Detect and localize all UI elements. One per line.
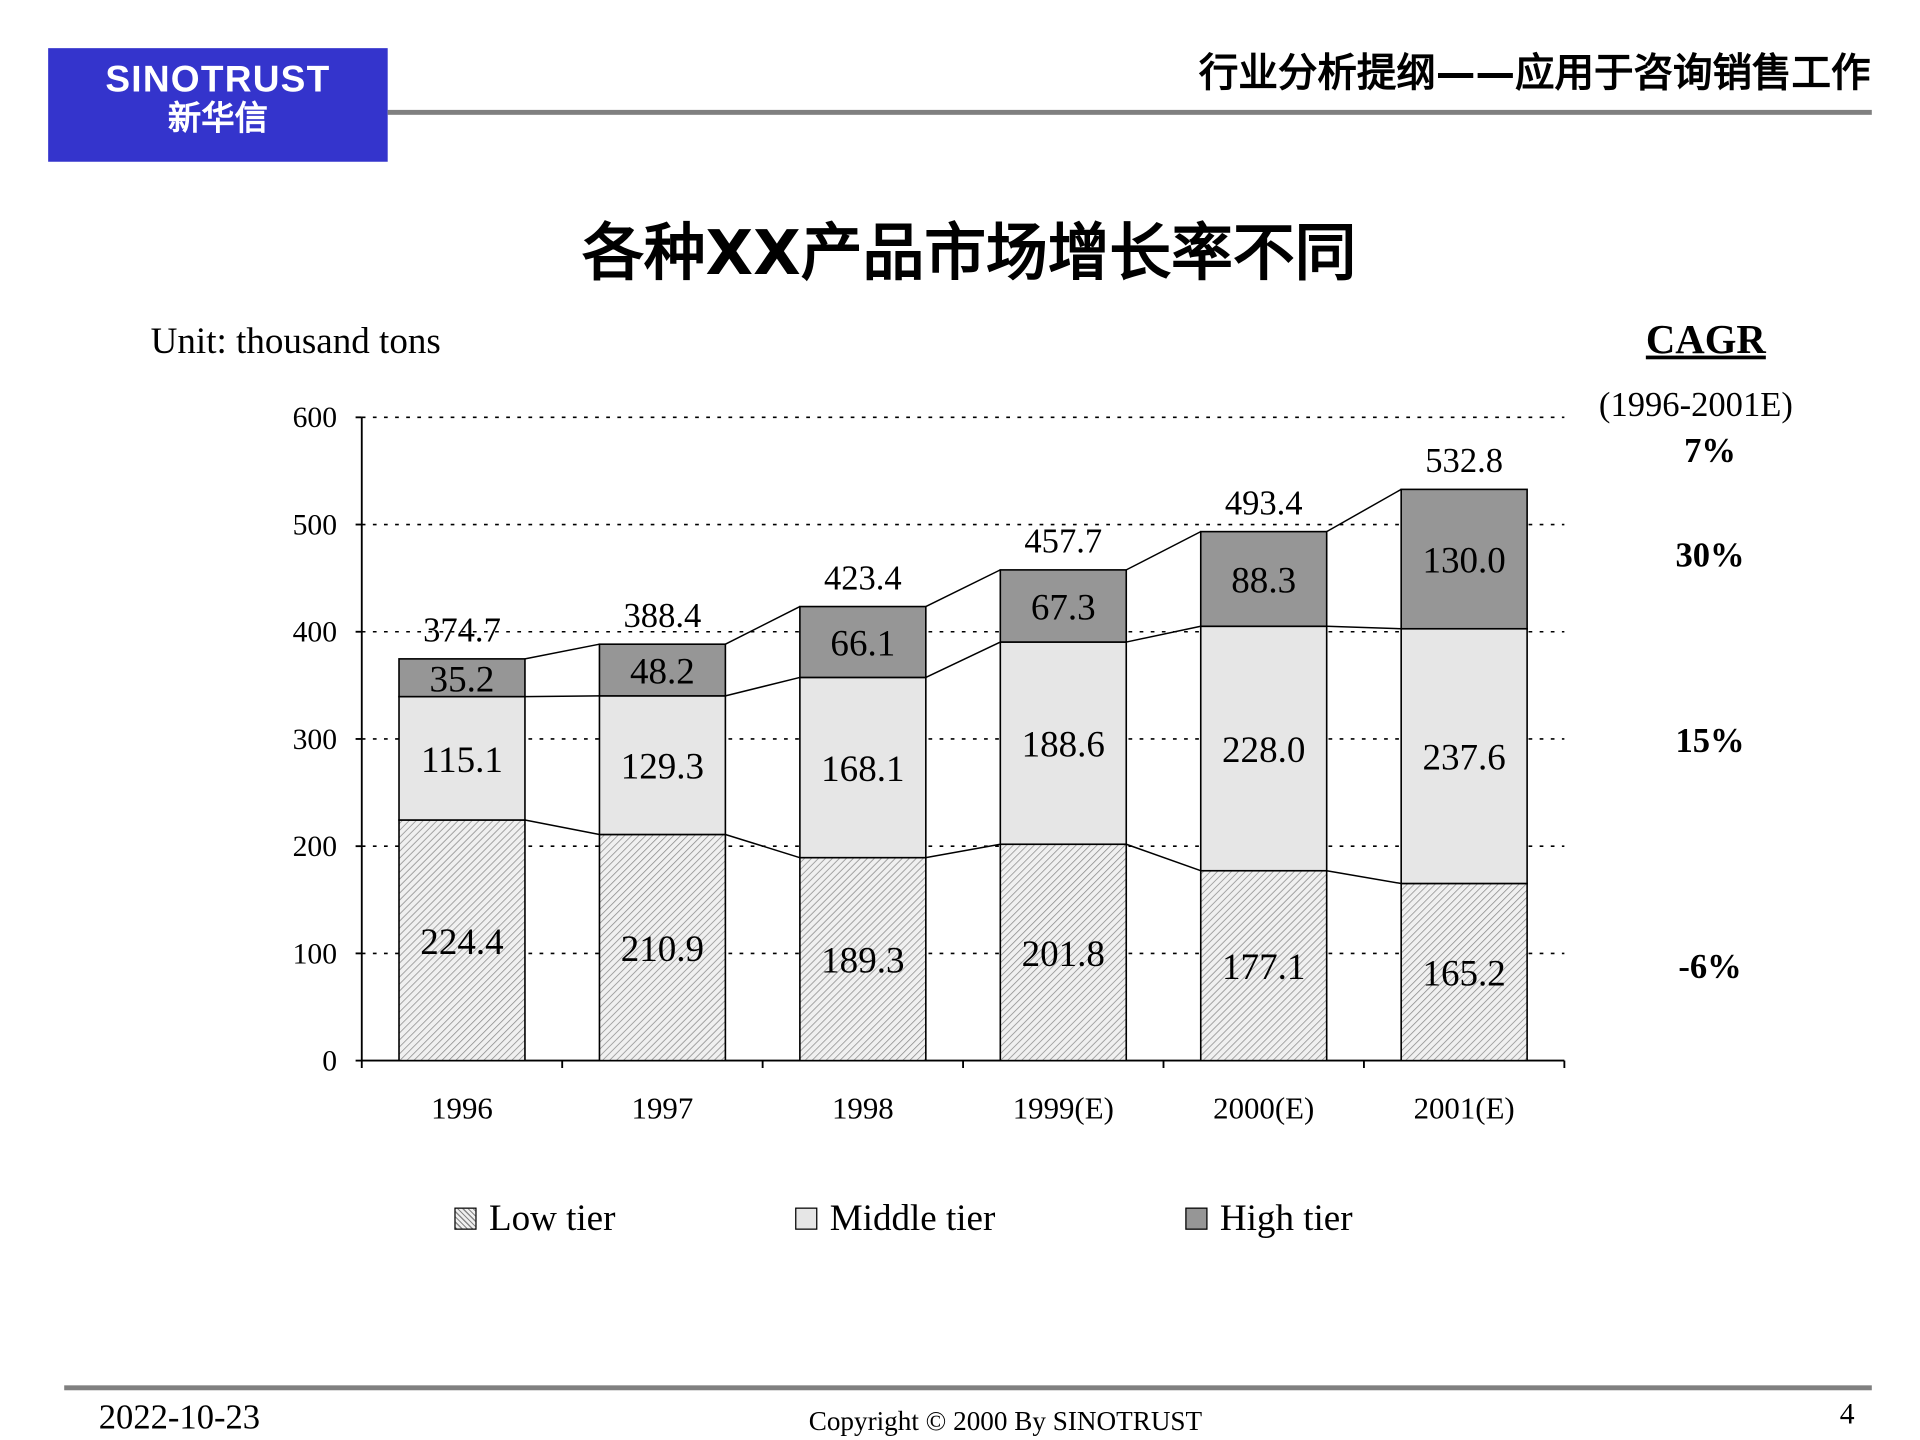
bar-low-tier <box>1199 869 1328 1062</box>
legend-high-tier: High tier <box>1185 1197 1353 1240</box>
series-connector <box>725 605 801 645</box>
x-tick-label: 1998 <box>832 1092 894 1126</box>
bar-high-tier <box>598 643 727 697</box>
footer-divider <box>64 1385 1872 1391</box>
data-label: 35.2 <box>430 659 495 700</box>
logo-text-cn: 新华信 <box>167 100 268 138</box>
total-label: 423.4 <box>824 559 902 597</box>
footer-copyright: Copyright © 2000 By SINOTRUST <box>808 1405 1203 1436</box>
data-label: 177.1 <box>1222 947 1305 988</box>
bar-low-tier <box>999 843 1128 1062</box>
cagr-low-tier: -6% <box>1678 948 1742 987</box>
x-tick-label: 2000(E) <box>1213 1092 1314 1126</box>
logo-text-en: SINOTRUST <box>105 59 331 101</box>
data-label: 88.3 <box>1231 561 1296 602</box>
y-tick-label: 100 <box>293 938 337 970</box>
series-connector <box>1326 488 1402 533</box>
series-connector <box>725 676 801 697</box>
legend-low-tier: Low tier <box>454 1198 615 1240</box>
legend-label: Middle tier <box>829 1197 996 1239</box>
x-tick-label: 2001(E) <box>1414 1092 1515 1126</box>
total-label: 388.4 <box>624 597 702 635</box>
cagr-high-tier: 30% <box>1675 537 1745 576</box>
legend-label: High tier <box>1219 1197 1353 1239</box>
legend-swatch-low <box>454 1207 477 1230</box>
data-label: 67.3 <box>1031 588 1096 629</box>
series-connector <box>925 641 1001 679</box>
data-label: 189.3 <box>821 941 904 982</box>
y-tick-label: 500 <box>293 509 337 541</box>
footer-date: 2022-10-23 <box>98 1398 261 1438</box>
bar-low-tier <box>398 819 526 1062</box>
series-connector <box>1326 870 1402 885</box>
bar-high-tier <box>398 658 526 698</box>
y-tick-label: 300 <box>293 724 337 756</box>
series-connector <box>524 695 600 698</box>
y-tick-label: 600 <box>293 402 337 434</box>
bar-low-tier <box>598 833 727 1062</box>
slide-title: 各种XX产品市场增长率不同 <box>582 217 1357 289</box>
data-label: 66.1 <box>830 624 895 665</box>
series-connector <box>524 643 600 660</box>
header-title: 行业分析提纲——应用于咨询销售工作 <box>1198 49 1871 97</box>
y-tick-label: 0 <box>322 1045 337 1077</box>
series-connector <box>1126 843 1201 872</box>
cagr-total: 7% <box>1684 432 1736 471</box>
legend-swatch-high <box>1185 1207 1208 1230</box>
bar-high-tier <box>1199 530 1328 628</box>
cagr-title: CAGR <box>1645 318 1766 364</box>
cagr-middle-tier: 15% <box>1675 722 1745 761</box>
x-tick-label: 1996 <box>431 1092 493 1126</box>
bar-high-tier <box>1400 488 1528 630</box>
bar-high-tier <box>799 605 927 679</box>
series-connector <box>1125 530 1202 571</box>
sinotrust-logo: SINOTRUST 新华信 <box>48 48 388 162</box>
legend-swatch-middle <box>795 1207 818 1230</box>
data-label: 228.0 <box>1222 730 1305 771</box>
legend-middle-tier: Middle tier <box>795 1198 995 1240</box>
y-tick-label: 200 <box>293 831 337 863</box>
bar-middle-tier <box>799 676 927 859</box>
series-connector <box>1126 625 1201 643</box>
bar-middle-tier <box>398 695 526 821</box>
series-connector <box>725 833 801 859</box>
data-label: 130.0 <box>1422 541 1505 582</box>
bar-low-tier <box>799 856 927 1062</box>
total-label: 532.8 <box>1425 442 1503 480</box>
header-divider <box>387 109 1872 115</box>
data-label: 168.1 <box>821 749 904 790</box>
total-label: 374.7 <box>423 612 501 650</box>
series-connector <box>1326 625 1402 630</box>
y-tick-label: 400 <box>293 617 337 649</box>
unit-label: Unit: thousand tons <box>150 321 441 362</box>
page-number: 4 <box>1839 1398 1855 1432</box>
bar-middle-tier <box>598 695 727 836</box>
total-label: 493.4 <box>1225 484 1303 522</box>
data-label: 210.9 <box>621 929 704 970</box>
series-connector <box>524 819 600 836</box>
cagr-range: (1996-2001E) <box>1598 386 1793 425</box>
data-label: 188.6 <box>1022 725 1105 766</box>
data-label: 165.2 <box>1422 954 1505 995</box>
data-label: 115.1 <box>421 740 503 781</box>
data-label: 224.4 <box>420 922 503 963</box>
bar-middle-tier <box>999 641 1128 846</box>
data-label: 129.3 <box>621 747 704 788</box>
data-label: 237.6 <box>1422 738 1505 779</box>
bar-low-tier <box>1400 882 1528 1062</box>
legend-label: Low tier <box>488 1197 616 1239</box>
bar-high-tier <box>999 569 1128 643</box>
data-label: 201.8 <box>1022 934 1105 975</box>
x-tick-label: 1997 <box>632 1092 694 1126</box>
x-tick-label: 1999(E) <box>1013 1092 1114 1126</box>
series-connector <box>925 843 1001 859</box>
total-label: 457.7 <box>1024 523 1102 561</box>
series-connector <box>925 569 1001 608</box>
bar-middle-tier <box>1199 625 1328 872</box>
data-label: 48.2 <box>630 652 695 693</box>
